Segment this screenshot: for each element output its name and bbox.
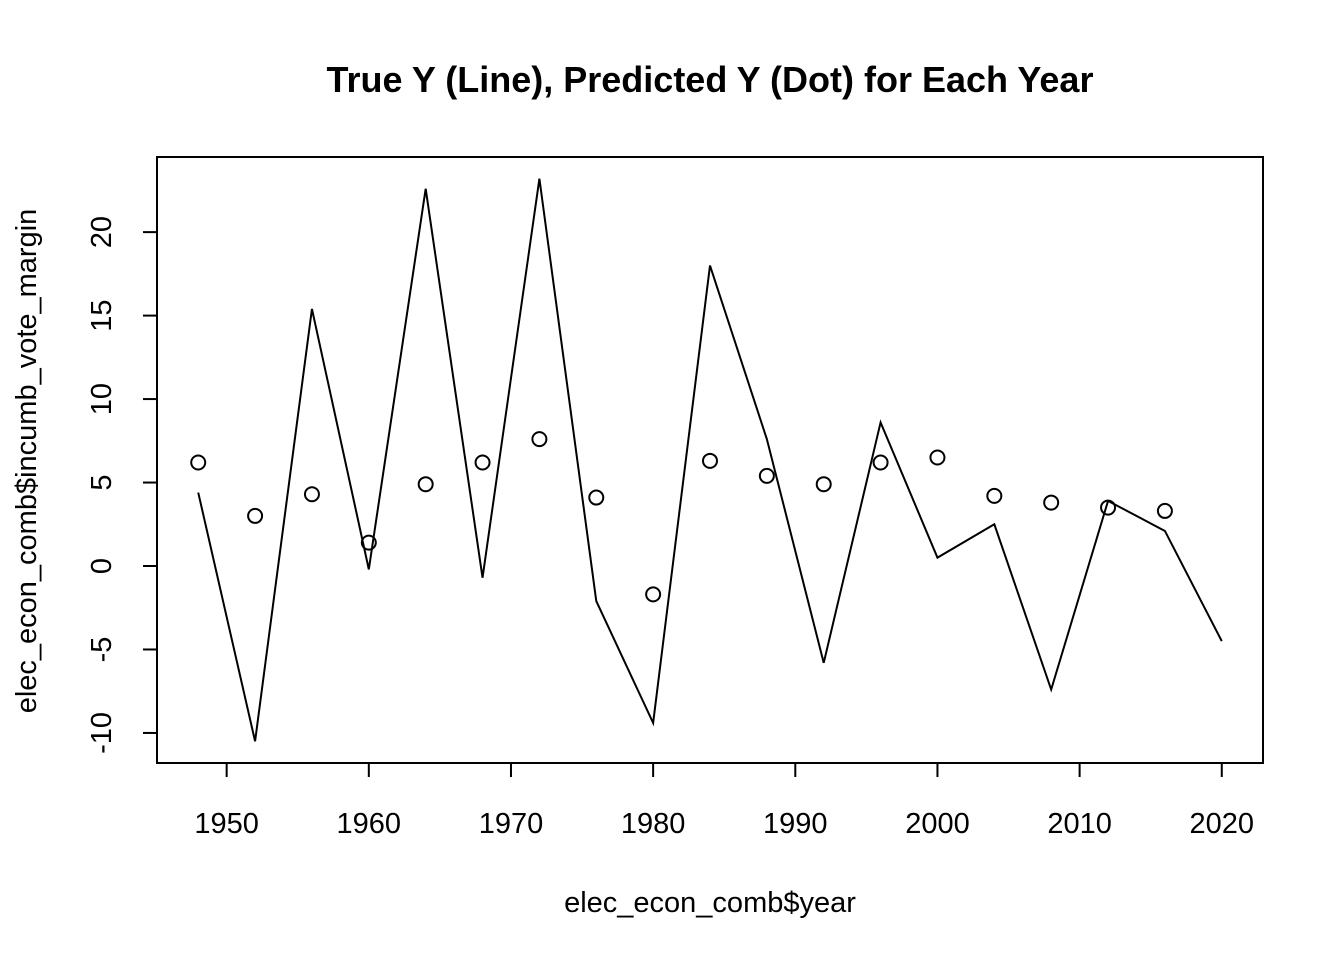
- x-tick-label: 1980: [621, 808, 686, 840]
- y-tick-label: 15: [86, 299, 118, 331]
- y-tick-label: -10: [86, 712, 118, 754]
- y-tick-label: 20: [86, 216, 118, 248]
- x-tick-label: 2020: [1190, 808, 1255, 840]
- predicted-y-point: [929, 449, 946, 466]
- predicted-y-point: [702, 452, 718, 469]
- x-tick-label: 2010: [1047, 808, 1112, 840]
- predicted-y-point: [247, 507, 264, 524]
- y-axis-label: elec_econ_comb$incumb_vote_margin: [11, 209, 43, 714]
- predicted-y-point: [1156, 502, 1173, 519]
- predicted-y-point: [360, 534, 377, 551]
- predicted-y-point: [645, 586, 662, 603]
- predicted-y-point: [417, 476, 434, 493]
- y-tick-label: 10: [86, 383, 118, 415]
- y-tick-label: 5: [86, 474, 118, 490]
- predicted-y-point: [872, 454, 889, 471]
- x-tick-label: 2000: [905, 808, 970, 840]
- predicted-y-point: [190, 454, 207, 471]
- predicted-y-point: [531, 431, 548, 448]
- predicted-y-point: [1043, 494, 1060, 511]
- x-axis-label: elec_econ_comb$year: [564, 887, 856, 919]
- predicted-y-point: [474, 454, 491, 471]
- plot-frame: [156, 156, 1264, 764]
- predicted-y-point: [303, 486, 320, 503]
- x-tick-label: 1960: [337, 808, 402, 840]
- true-y-line: [197, 178, 1223, 742]
- y-axis: -10 -5 0 5 10 15 20: [86, 216, 158, 754]
- predicted-y-point: [1100, 499, 1117, 516]
- predicted-y-point: [758, 467, 775, 484]
- series-layer: [190, 178, 1223, 742]
- x-tick-label: 1990: [763, 808, 828, 840]
- predicted-y-point: [986, 487, 1003, 504]
- x-tick-label: 1970: [479, 808, 544, 840]
- chart-title: True Y (Line), Predicted Y (Dot) for Eac…: [327, 59, 1094, 100]
- y-tick-label: 0: [86, 558, 118, 574]
- x-axis: 1950 1960 1970 1980 1990 2000 2010 2020: [194, 762, 1255, 840]
- y-tick-label: -5: [86, 637, 118, 663]
- predicted-y-point: [815, 476, 832, 493]
- x-tick-label: 1950: [194, 808, 259, 840]
- predicted-y-point: [588, 489, 605, 506]
